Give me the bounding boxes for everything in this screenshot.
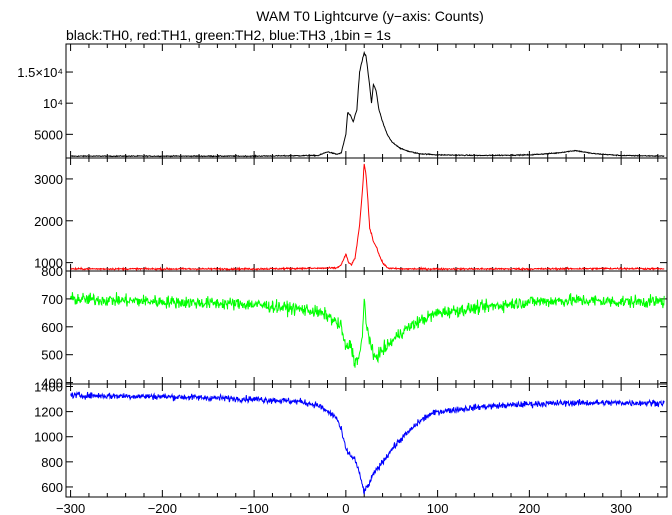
y-tick-label: 600 (41, 320, 63, 335)
y-tick-label: 800 (41, 264, 63, 279)
y-tick-label: 10⁴ (43, 96, 63, 111)
y-tick-label: 500 (41, 348, 63, 363)
y-tick-label: 5000 (34, 127, 63, 142)
panels-group: 500010⁴1.5×10⁴80010002000300040050060070… (17, 43, 668, 498)
panel-th0: 5000 10⁴ 1.5×10⁴ (17, 43, 668, 159)
x-tick-label: −200 (148, 501, 177, 515)
y-tick-label: 1000 (34, 430, 63, 445)
y-tick-label: 700 (41, 292, 63, 307)
series-line-th1 (70, 163, 665, 271)
x-tick-label: 300 (610, 501, 632, 515)
x-tick-label: 200 (519, 501, 541, 515)
chart-subtitle: black:TH0, red:TH1, green:TH2, blue:TH3 … (66, 27, 391, 43)
chart-title: WAM T0 Lightcurve (y−axis: Counts) (256, 8, 484, 24)
y-tick-label: 400 (41, 376, 63, 391)
x-tick-label: −100 (239, 501, 268, 515)
series-line-th3 (70, 391, 665, 495)
y-tick-label: 2000 (34, 214, 63, 229)
series-line-th0 (70, 50, 665, 158)
y-tick-label: 600 (41, 480, 63, 495)
y-tick-label: 1000 (34, 256, 63, 271)
y-tick-label: 1200 (34, 405, 63, 420)
y-tick-label: 3000 (34, 172, 63, 187)
y-tick-label: 800 (41, 455, 63, 470)
panel-th2: 400 500 600 700 (41, 270, 668, 391)
panel-th3: 600 800 1000 1200 1400 (34, 380, 668, 498)
x-axis: −300 −200 −100 0 100 200 300 (56, 501, 632, 515)
panel-frame (65, 383, 668, 498)
series-line-th2 (70, 292, 665, 368)
y-tick-label: 1400 (34, 380, 63, 395)
x-tick-label: −300 (56, 501, 85, 515)
x-tick-label: 100 (427, 501, 449, 515)
y-tick-label: 1.5×10⁴ (17, 65, 63, 80)
x-tick-label: 0 (342, 501, 349, 515)
panel-frame (65, 157, 668, 272)
